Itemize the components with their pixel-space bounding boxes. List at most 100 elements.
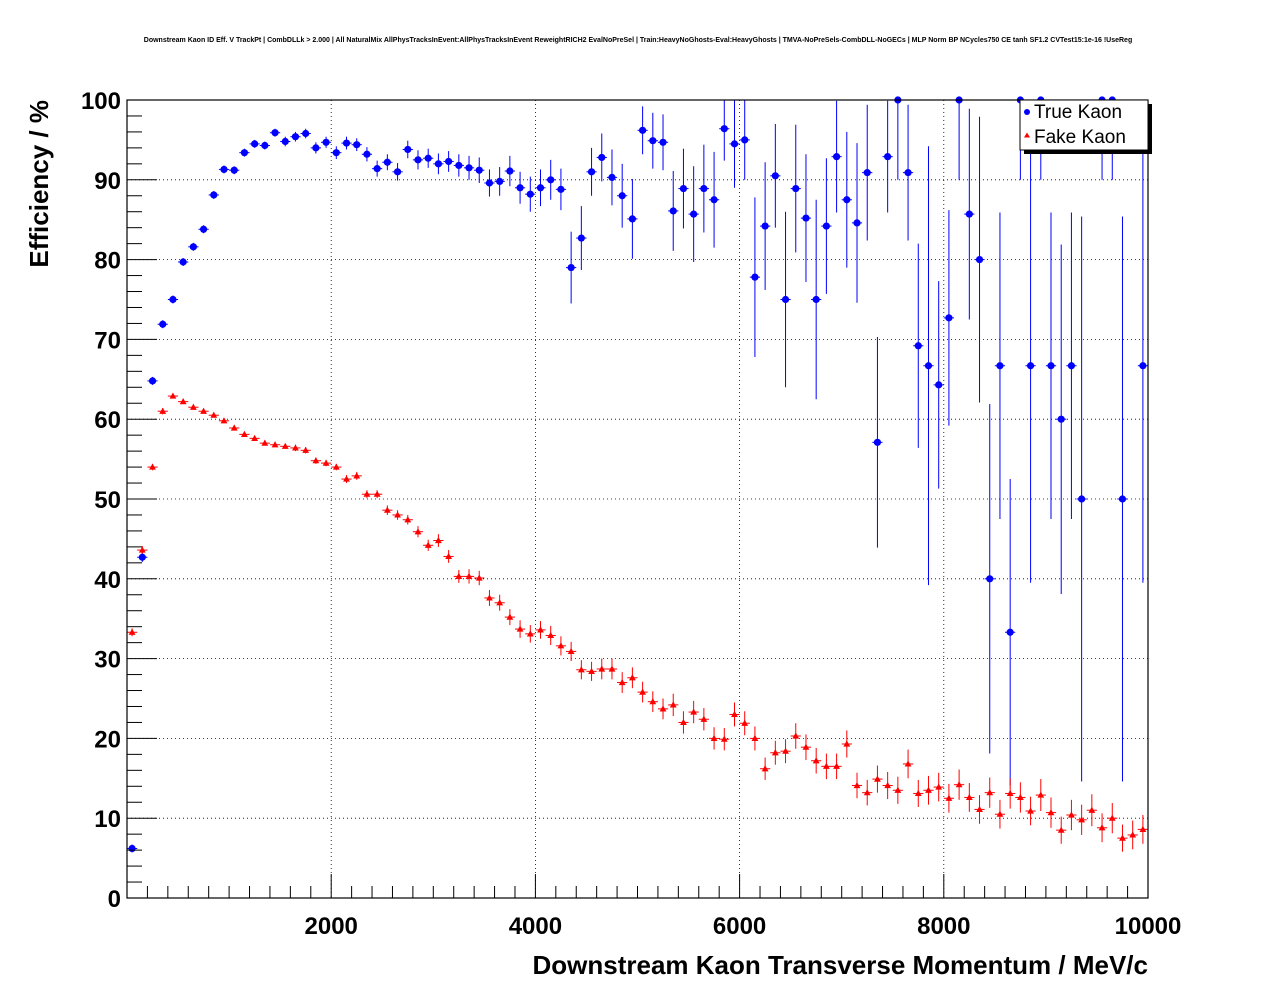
data-point <box>924 362 933 370</box>
y-tick-label: 0 <box>108 886 121 913</box>
data-point <box>240 149 249 157</box>
data-point <box>730 140 739 148</box>
data-point <box>976 805 983 813</box>
data-point <box>149 463 156 470</box>
data-point <box>1026 362 1035 370</box>
data-point <box>1057 415 1065 423</box>
markers-true-kaon <box>128 96 1147 853</box>
data-point <box>128 844 136 853</box>
data-point <box>935 381 943 389</box>
data-point <box>1047 809 1055 816</box>
data-point <box>945 794 953 801</box>
data-point <box>312 457 320 464</box>
data-point <box>414 156 422 164</box>
data-point <box>741 136 749 144</box>
data-point <box>680 718 687 726</box>
data-point <box>343 475 350 482</box>
data-point <box>1006 628 1014 636</box>
y-tick-label: 80 <box>94 248 121 275</box>
data-point <box>659 138 667 146</box>
data-point <box>863 169 871 177</box>
data-point <box>1108 814 1116 821</box>
data-point <box>986 789 994 796</box>
data-point <box>230 166 238 174</box>
data-point <box>506 167 514 175</box>
data-point <box>832 153 841 161</box>
data-point <box>669 701 677 708</box>
data-point <box>373 165 381 173</box>
data-point <box>1006 789 1014 797</box>
data-point <box>404 145 412 154</box>
data-point <box>189 243 197 251</box>
data-point <box>516 184 524 192</box>
data-point <box>567 263 575 272</box>
data-point <box>210 411 218 418</box>
data-point <box>557 185 565 193</box>
data-point <box>802 214 810 222</box>
data-point <box>159 320 167 328</box>
data-point <box>210 191 218 199</box>
data-point <box>1027 807 1034 814</box>
data-point <box>894 786 902 793</box>
data-point <box>792 184 800 193</box>
data-point <box>261 439 269 446</box>
data-point <box>363 490 371 497</box>
data-point <box>914 342 922 350</box>
data-point <box>179 398 187 405</box>
data-point <box>537 626 544 633</box>
data-point <box>1088 806 1096 813</box>
data-point <box>567 647 575 655</box>
data-point <box>1057 826 1065 833</box>
data-point <box>874 775 881 782</box>
data-point <box>353 472 361 479</box>
data-point <box>863 789 871 796</box>
data-point <box>424 541 432 548</box>
data-point <box>148 377 157 385</box>
data-point <box>526 630 534 637</box>
data-point <box>812 757 820 764</box>
data-point <box>261 141 269 150</box>
data-point <box>332 463 340 470</box>
x-tick-label: 4000 <box>509 913 562 940</box>
data-point <box>761 765 769 772</box>
data-point <box>782 747 789 754</box>
data-point <box>394 511 401 518</box>
data-point <box>761 222 769 230</box>
data-point <box>904 760 912 767</box>
x-tick-label: 8000 <box>917 913 970 940</box>
data-point <box>526 190 534 198</box>
data-point <box>220 165 228 174</box>
data-point <box>241 430 248 437</box>
data-point <box>598 665 606 672</box>
data-point <box>322 459 330 466</box>
data-point <box>679 184 688 193</box>
legend-true-kaon-marker <box>1024 109 1030 115</box>
data-point <box>373 490 381 497</box>
data-point <box>802 743 810 750</box>
data-point <box>445 552 453 560</box>
y-tick-label: 100 <box>81 88 121 115</box>
data-markers <box>128 96 1147 853</box>
data-point <box>741 719 749 726</box>
legend-true-kaon-label: True Kaon <box>1034 102 1122 123</box>
data-point <box>996 362 1004 370</box>
data-point <box>138 546 146 553</box>
data-point <box>302 446 310 453</box>
data-point <box>199 225 208 233</box>
axis-tick-labels: 2000 4000 6000 8000 10000 0 10 20 30 40 50 60 70 80 90… <box>81 88 1181 940</box>
chart-title: Downstream Kaon ID Eff. V TrackPt | Comb… <box>144 37 1132 44</box>
data-point <box>404 516 412 523</box>
data-point <box>904 169 912 177</box>
data-point <box>281 442 289 449</box>
data-point <box>945 314 953 322</box>
data-point <box>771 172 779 180</box>
data-point <box>587 168 596 176</box>
data-point <box>700 715 708 722</box>
data-point <box>639 126 647 134</box>
data-point <box>1098 824 1106 831</box>
legend-fake-kaon-label: Fake Kaon <box>1034 127 1126 148</box>
data-point <box>1129 831 1137 838</box>
data-point <box>486 594 493 601</box>
data-point <box>557 642 565 649</box>
